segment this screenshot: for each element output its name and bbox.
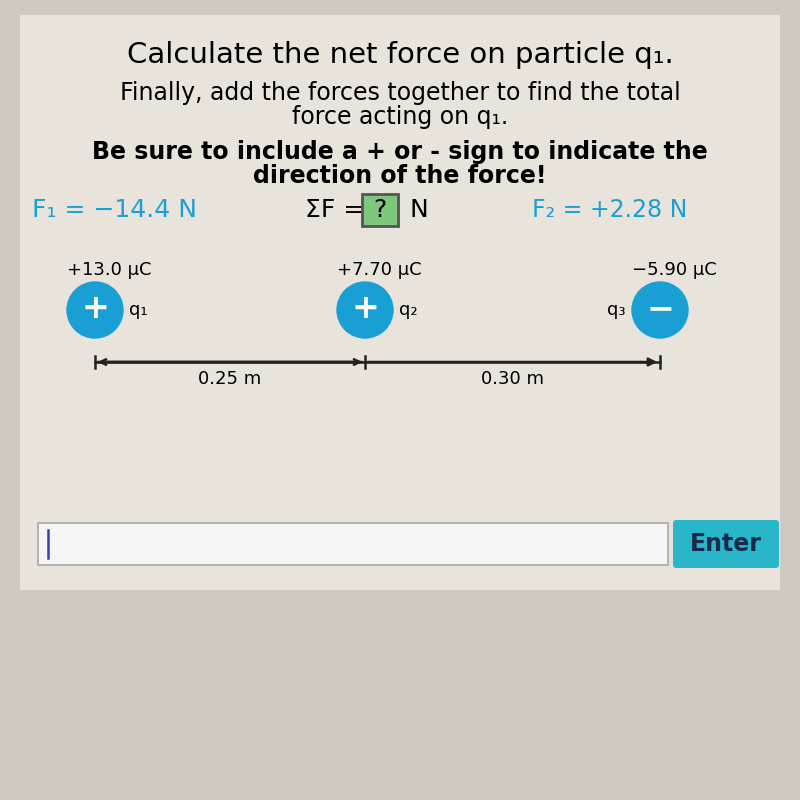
- Text: +7.70 μC: +7.70 μC: [337, 261, 422, 279]
- Text: direction of the force!: direction of the force!: [254, 164, 546, 188]
- Text: Enter: Enter: [690, 532, 762, 556]
- Text: F₂ = +2.28 N: F₂ = +2.28 N: [532, 198, 688, 222]
- Text: q₂: q₂: [399, 301, 418, 319]
- Text: Calculate the net force on particle q₁.: Calculate the net force on particle q₁.: [126, 41, 674, 69]
- Text: 0.30 m: 0.30 m: [481, 370, 544, 388]
- Circle shape: [337, 282, 393, 338]
- Text: Finally, add the forces together to find the total: Finally, add the forces together to find…: [120, 81, 680, 105]
- Text: ΣF =: ΣF =: [305, 198, 372, 222]
- Bar: [38, 523, 668, 565]
- Circle shape: [67, 282, 123, 338]
- Text: −: −: [646, 293, 674, 326]
- Bar: [20, 15, 780, 590]
- Text: N: N: [402, 198, 429, 222]
- Text: q₁: q₁: [129, 301, 148, 319]
- Text: F₁ = −14.4 N: F₁ = −14.4 N: [33, 198, 198, 222]
- Text: +: +: [351, 293, 379, 326]
- Text: ?: ?: [374, 198, 386, 222]
- Text: +: +: [81, 293, 109, 326]
- Text: 0.25 m: 0.25 m: [198, 370, 262, 388]
- Circle shape: [632, 282, 688, 338]
- Bar: [20, 505, 780, 585]
- Text: +13.0 μC: +13.0 μC: [67, 261, 151, 279]
- FancyBboxPatch shape: [362, 194, 398, 226]
- Text: q₃: q₃: [607, 301, 626, 319]
- Text: Be sure to include a + or - sign to indicate the: Be sure to include a + or - sign to indi…: [92, 140, 708, 164]
- FancyBboxPatch shape: [673, 520, 779, 568]
- Text: force acting on q₁.: force acting on q₁.: [292, 105, 508, 129]
- Text: −5.90 μC: −5.90 μC: [632, 261, 717, 279]
